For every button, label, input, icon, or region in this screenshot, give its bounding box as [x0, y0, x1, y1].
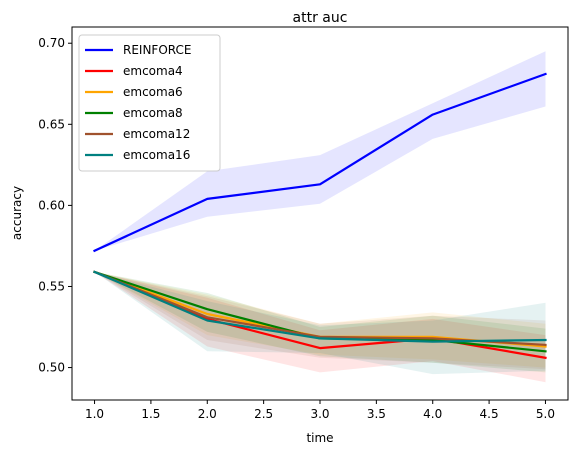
legend: REINFORCE emcoma4 emcoma6 emcoma8 emcoma12 em… — [79, 35, 220, 171]
x-tick-label: 1.0 — [85, 407, 104, 421]
x-tick-label: 5.0 — [536, 407, 555, 421]
legend-label-emcoma4: emcoma4 — [123, 64, 183, 78]
x-tick-label: 4.5 — [480, 407, 499, 421]
x-axis-label: time — [306, 431, 333, 445]
y-tick-label: 0.65 — [38, 117, 65, 131]
legend-label-emcoma6: emcoma6 — [123, 85, 183, 99]
x-tick-label: 2.5 — [254, 407, 273, 421]
y-tick-label: 0.60 — [38, 198, 65, 212]
x-tick-label: 2.0 — [198, 407, 217, 421]
x-tick-label: 3.0 — [310, 407, 329, 421]
x-tick-label: 3.5 — [367, 407, 386, 421]
x-tick-label: 1.5 — [141, 407, 160, 421]
y-tick-label: 0.70 — [38, 36, 65, 50]
x-tick-label: 4.0 — [423, 407, 442, 421]
legend-label-reinforce: REINFORCE — [123, 43, 191, 57]
legend-label-emcoma12: emcoma12 — [123, 127, 190, 141]
y-tick-label: 0.55 — [38, 279, 65, 293]
legend-label-emcoma8: emcoma8 — [123, 106, 183, 120]
legend-label-emcoma16: emcoma16 — [123, 148, 190, 162]
chart-title: attr auc — [293, 10, 348, 26]
y-tick-label: 0.50 — [38, 361, 65, 375]
y-axis-label: accuracy — [10, 186, 24, 240]
